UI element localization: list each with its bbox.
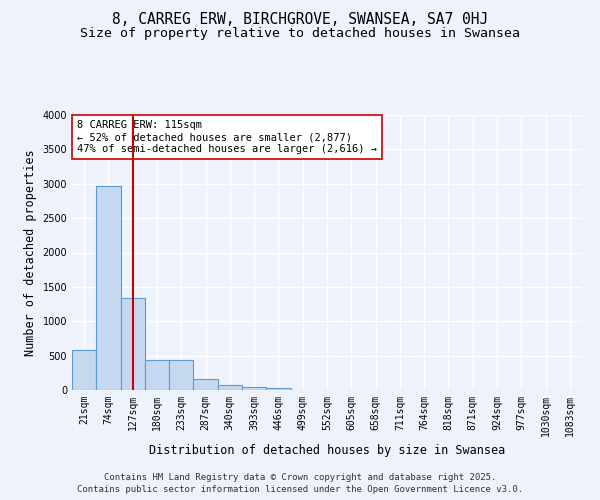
Text: Contains public sector information licensed under the Open Government Licence v3: Contains public sector information licen… (77, 485, 523, 494)
Text: Size of property relative to detached houses in Swansea: Size of property relative to detached ho… (80, 28, 520, 40)
Y-axis label: Number of detached properties: Number of detached properties (24, 149, 37, 356)
Bar (169, 360, 193, 390)
Text: 8, CARREG ERW, BIRCHGROVE, SWANSEA, SA7 0HJ: 8, CARREG ERW, BIRCHGROVE, SWANSEA, SA7 … (112, 12, 488, 28)
Bar (266, 388, 290, 390)
Bar (72, 350, 96, 390)
Text: Contains HM Land Registry data © Crown copyright and database right 2025.: Contains HM Land Registry data © Crown c… (104, 472, 496, 482)
Bar (193, 380, 218, 390)
Bar (96, 186, 121, 390)
Bar (121, 298, 145, 390)
Bar (145, 360, 169, 390)
Bar (242, 386, 266, 390)
Bar (218, 385, 242, 390)
X-axis label: Distribution of detached houses by size in Swansea: Distribution of detached houses by size … (149, 444, 505, 458)
Text: 8 CARREG ERW: 115sqm
← 52% of detached houses are smaller (2,877)
47% of semi-de: 8 CARREG ERW: 115sqm ← 52% of detached h… (77, 120, 377, 154)
